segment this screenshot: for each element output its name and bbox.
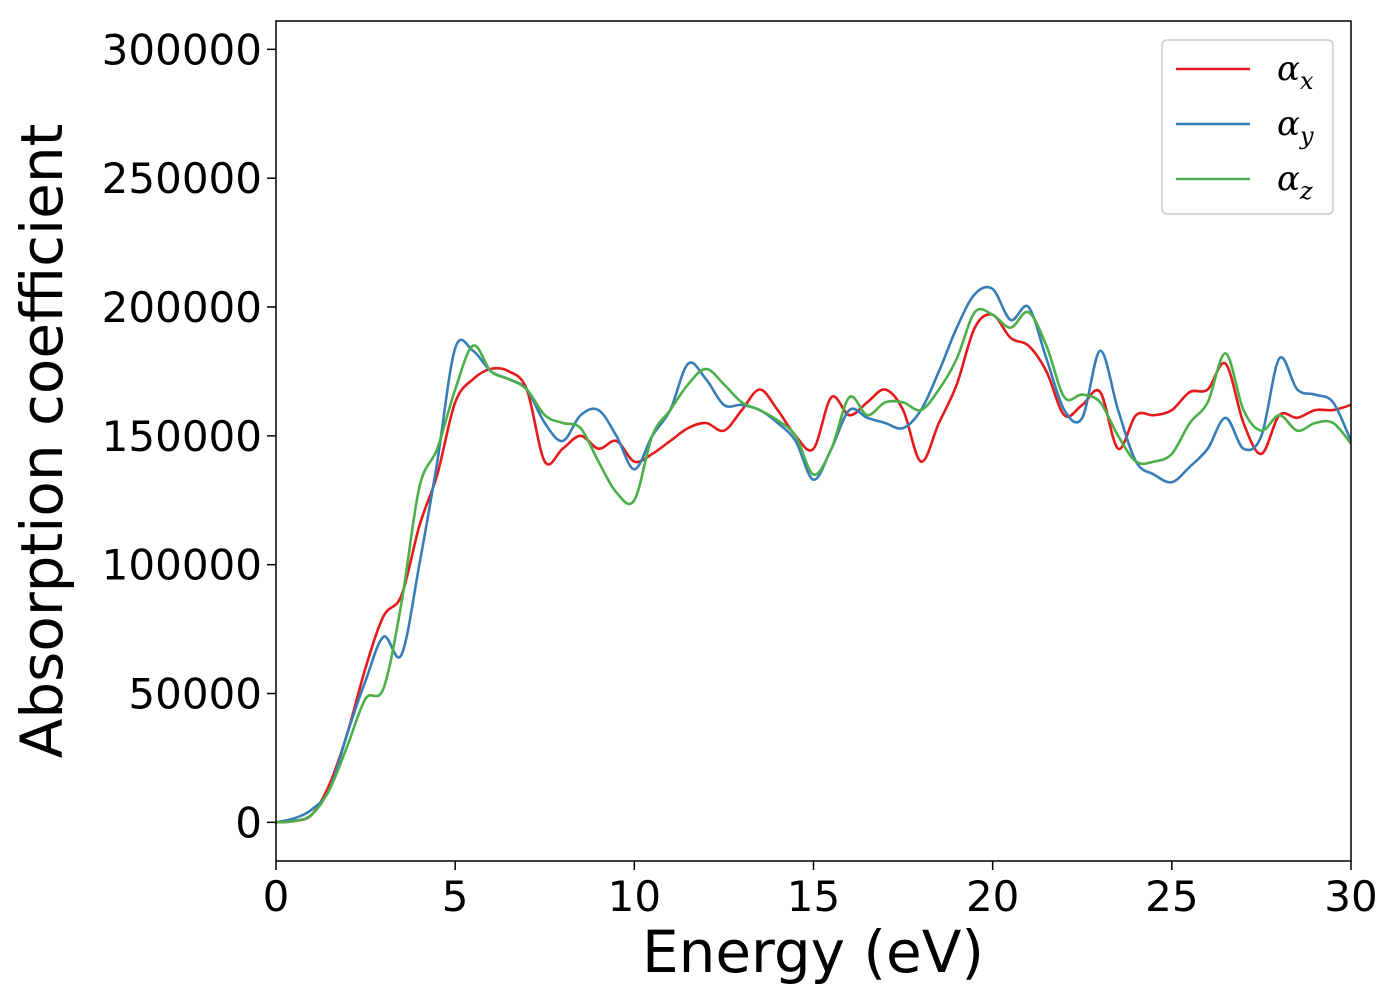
legend-label-z: αz xyxy=(1277,159,1313,205)
x-tick-label: 10 xyxy=(608,872,661,921)
y-tick-label: 200000 xyxy=(102,283,262,332)
series-layer xyxy=(276,285,1351,824)
x-tick-label: 20 xyxy=(966,872,1019,921)
x-tick-label: 15 xyxy=(787,872,840,921)
y-tick-label: 100000 xyxy=(102,541,262,590)
x-tick-label: 0 xyxy=(263,872,290,921)
y-tick-label: 250000 xyxy=(102,154,262,203)
x-tick-label: 5 xyxy=(442,872,469,921)
series-line-x xyxy=(276,312,1351,824)
x-axis: 0 5 10 15 20 25 30 xyxy=(263,861,1378,921)
series-line-y xyxy=(276,285,1351,824)
legend-label-x: αx xyxy=(1277,49,1314,95)
x-axis-title: Energy (eV) xyxy=(642,918,984,986)
y-tick-label: 300000 xyxy=(102,25,262,74)
x-tick-label: 25 xyxy=(1145,872,1198,921)
legend-box xyxy=(1161,39,1334,215)
y-axis-title: Absorption coefficient xyxy=(8,124,76,759)
legend: αx αy αz xyxy=(1161,39,1334,215)
y-tick-label: 150000 xyxy=(102,412,262,461)
y-tick-label: 0 xyxy=(235,798,262,847)
x-tick-label: 30 xyxy=(1324,872,1377,921)
y-tick-label: 50000 xyxy=(128,670,262,719)
y-axis: 0 50000 100000 150000 200000 250000 300000 xyxy=(102,25,276,847)
series-line-z xyxy=(276,307,1351,824)
legend-label-y: αy xyxy=(1277,104,1314,150)
